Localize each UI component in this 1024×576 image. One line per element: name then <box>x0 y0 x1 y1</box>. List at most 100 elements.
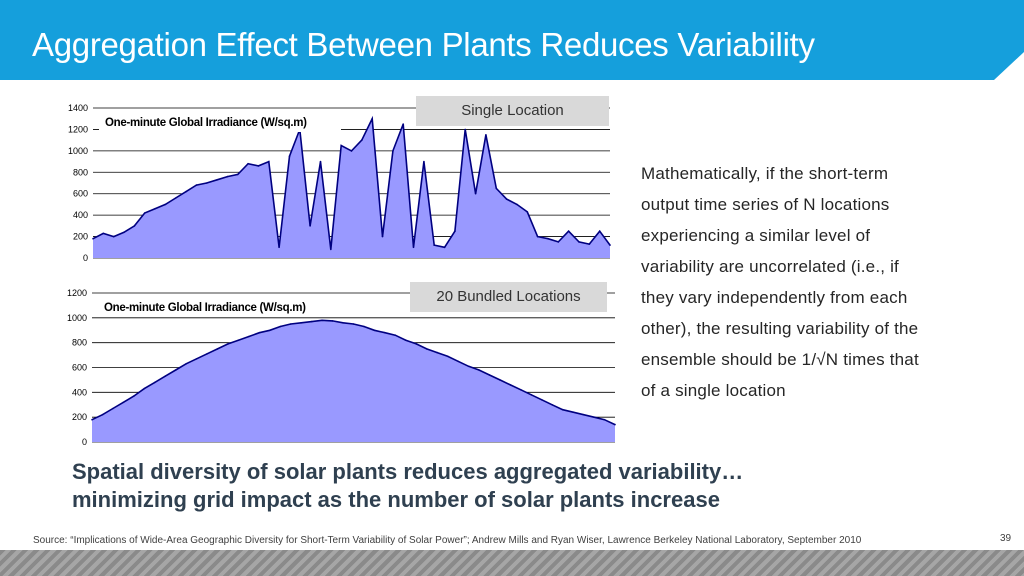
data-point <box>603 418 606 421</box>
data-point <box>536 235 539 238</box>
y-tick-label: 200 <box>73 232 88 242</box>
data-point <box>415 343 418 345</box>
data-point <box>457 360 459 363</box>
conclusion-text: Spatial diversity of solar plants reduce… <box>72 458 743 514</box>
paragraph-line: experiencing a similar level of <box>641 226 871 245</box>
data-point <box>485 134 487 136</box>
data-point <box>321 319 323 322</box>
y-tick-label: 0 <box>83 253 88 263</box>
data-point <box>206 353 208 355</box>
data-point <box>101 413 104 416</box>
title-banner <box>0 0 1024 80</box>
data-point <box>133 225 136 227</box>
data-point <box>425 348 428 350</box>
data-point <box>300 322 302 324</box>
data-point <box>598 230 601 232</box>
chart-title: One-minute Global Irradiance (W/sq.m) <box>105 117 307 129</box>
paragraph-line: they vary independently from each <box>641 288 908 307</box>
data-point <box>330 248 332 251</box>
data-point <box>143 387 146 390</box>
data-point <box>467 365 470 368</box>
source-citation: Source: “Implications of Wide-Area Geogr… <box>33 535 862 546</box>
data-point <box>402 123 405 125</box>
paragraph-line: of a single location <box>641 381 786 400</box>
data-point <box>541 399 543 401</box>
data-point <box>278 246 280 249</box>
data-point <box>567 230 570 232</box>
y-tick-label: 1200 <box>67 288 87 298</box>
data-point <box>352 323 355 325</box>
data-point <box>495 187 498 190</box>
data-point <box>520 389 522 391</box>
irradiance-area <box>93 118 610 258</box>
data-point <box>248 335 250 338</box>
data-point <box>164 375 166 377</box>
data-point <box>279 325 282 328</box>
data-point <box>237 339 240 341</box>
data-point <box>102 232 105 235</box>
conclusion-line-1: Spatial diversity of solar plants reduce… <box>72 459 744 484</box>
y-tick-label: 400 <box>72 387 87 397</box>
page-number: 39 <box>1000 533 1012 544</box>
y-tick-label: 800 <box>73 167 88 177</box>
data-point <box>205 182 208 184</box>
data-point <box>319 160 322 163</box>
data-point <box>185 190 187 193</box>
data-point <box>288 155 291 157</box>
data-point <box>488 374 491 376</box>
y-tick-label: 0 <box>82 437 87 447</box>
data-point <box>268 160 270 163</box>
data-point <box>258 331 261 334</box>
data-point <box>588 243 591 245</box>
data-point <box>405 339 407 341</box>
chart-title-bg <box>98 297 340 317</box>
data-point <box>133 395 135 397</box>
data-point <box>464 128 467 131</box>
data-point <box>433 244 436 246</box>
data-point <box>257 165 260 167</box>
data-point <box>547 237 549 240</box>
y-tick-label: 200 <box>72 412 87 422</box>
data-point <box>269 329 271 332</box>
data-point <box>363 325 365 328</box>
data-point <box>446 355 449 358</box>
data-point <box>371 117 374 120</box>
data-point <box>112 235 115 238</box>
data-point <box>561 408 564 411</box>
data-point <box>526 211 529 213</box>
data-point <box>92 237 94 240</box>
y-tick-label: 400 <box>73 210 88 220</box>
title-bar: Aggregation Effect Between Plants Reduce… <box>0 0 1024 80</box>
data-point <box>423 160 425 163</box>
bundled-locations-label: 20 Bundled Locations <box>410 282 607 312</box>
data-point <box>392 150 394 152</box>
data-point <box>237 173 239 176</box>
data-point <box>474 192 477 195</box>
data-point <box>226 175 229 178</box>
y-tick-label: 1200 <box>68 124 88 134</box>
data-point <box>309 225 311 227</box>
paragraph-line: Mathematically, if the short-term <box>641 164 889 183</box>
data-point <box>185 363 187 365</box>
data-point <box>572 411 574 413</box>
data-point <box>247 162 249 165</box>
chart-title-bg <box>99 112 341 132</box>
data-point <box>112 407 114 410</box>
data-point <box>123 231 125 234</box>
data-point <box>551 404 553 406</box>
single-location-label: Single Location <box>416 96 609 126</box>
data-point <box>478 369 480 371</box>
data-point <box>122 401 125 404</box>
data-point <box>216 179 218 181</box>
data-point <box>216 348 219 350</box>
data-point <box>174 197 177 199</box>
y-tick-label: 1000 <box>68 146 88 156</box>
conclusion-line-2: minimizing grid impact as the number of … <box>72 487 720 512</box>
paragraph-line: ensemble should be 1/√N times that <box>641 350 919 369</box>
data-point <box>394 334 397 336</box>
explanation-paragraph: Mathematically, if the short-term output… <box>641 158 1001 406</box>
single-location-chart: 0 200 400 600 800 1000 1200 1400 One-minute Glob… <box>60 100 620 268</box>
data-point <box>516 203 518 206</box>
data-point <box>154 381 156 384</box>
data-point <box>174 369 177 371</box>
